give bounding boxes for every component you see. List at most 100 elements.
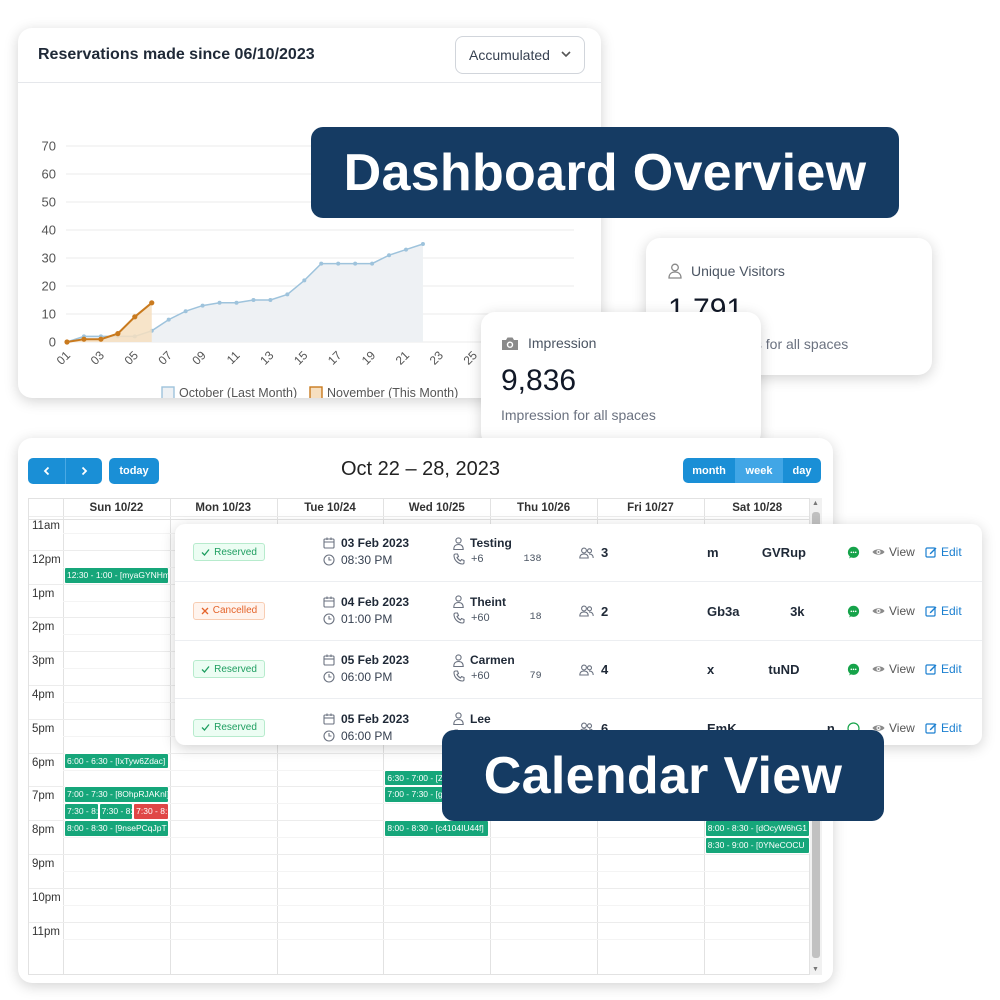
status-text: Reserved <box>214 722 257 733</box>
edit-label: Edit <box>941 603 962 618</box>
hour-label: 7pm <box>32 790 55 803</box>
x-tick-label: 21 <box>393 348 413 368</box>
day-header[interactable]: Wed 10/25 <box>408 502 465 514</box>
edit-button[interactable]: Edit <box>925 662 962 676</box>
data-point <box>404 247 408 252</box>
view-button[interactable]: View <box>872 662 915 676</box>
day-header[interactable]: Thu 10/26 <box>517 502 571 514</box>
check-icon <box>201 724 210 731</box>
view-button[interactable]: View <box>872 721 915 735</box>
clock-icon <box>323 729 335 742</box>
chat-icon[interactable] <box>847 605 860 618</box>
next-week-button[interactable] <box>66 458 102 484</box>
week-view-button[interactable]: week <box>735 458 783 483</box>
calendar-view-banner: Calendar View <box>442 730 884 821</box>
series-area <box>67 302 152 342</box>
hour-label: 2pm <box>32 621 55 634</box>
reservation-date: 04 Feb 2023 <box>323 595 409 609</box>
day-header[interactable]: Tue 10/24 <box>304 502 356 514</box>
scroll-down-arrow-icon[interactable]: ▼ <box>812 966 819 973</box>
day-header[interactable]: Sat 10/28 <box>732 502 783 514</box>
guest-name: Testing <box>453 536 512 550</box>
x-tick-label: 01 <box>54 348 74 368</box>
guest-name-text: Testing <box>470 536 512 550</box>
hour-line <box>29 516 809 517</box>
guests-icon <box>579 547 594 559</box>
date-text: 05 Feb 2023 <box>341 653 410 667</box>
legend-label[interactable]: October (Last Month) <box>179 386 297 398</box>
data-point <box>166 317 171 322</box>
accumulated-select[interactable]: Accumulated <box>455 36 585 74</box>
hour-label: 4pm <box>32 689 55 701</box>
prev-week-button[interactable] <box>28 458 66 484</box>
hour-label: 5pm <box>32 722 55 735</box>
eye-icon <box>872 724 885 731</box>
chevron-right-icon <box>81 466 88 476</box>
data-point <box>98 336 104 342</box>
accumulated-select-value: Accumulated <box>469 47 550 63</box>
today-button[interactable]: today <box>109 458 159 484</box>
clock-icon <box>323 612 335 625</box>
view-button[interactable]: View <box>872 604 915 618</box>
calendar-event[interactable]: 8:00 - 8:30 - [dOcyW6hG1 <box>704 820 810 838</box>
scroll-up-arrow-icon[interactable]: ▲ <box>812 500 819 507</box>
data-point <box>149 300 155 306</box>
data-point <box>251 298 256 302</box>
day-view-button[interactable]: day <box>783 458 821 483</box>
data-point <box>200 303 205 308</box>
reservation-date: 03 Feb 2023 <box>323 536 409 550</box>
user-icon <box>453 653 464 667</box>
half-hour-line <box>63 904 809 906</box>
guest-name: Theint <box>453 595 506 609</box>
calendar-event[interactable]: 7:30 - 8: <box>64 803 99 821</box>
calendar-event[interactable]: 8:00 - 8:30 - [9nsePCqJpT <box>64 820 169 838</box>
view-button[interactable]: View <box>872 545 915 559</box>
calendar-event[interactable]: 7:30 - 8: <box>133 803 169 821</box>
edit-button[interactable]: Edit <box>925 604 962 618</box>
impression-value: 9,836 <box>501 364 577 397</box>
chevron-left-icon <box>43 466 49 476</box>
calendar-icon <box>323 713 335 725</box>
calendar-event[interactable]: 7:30 - 8: <box>98 803 134 821</box>
chat-button[interactable] <box>847 546 860 564</box>
calendar-event[interactable]: 8:30 - 9:00 - [0YNeCOCU <box>704 837 810 854</box>
day-header[interactable]: Mon 10/23 <box>195 502 251 514</box>
status-text: Cancelled <box>212 605 258 616</box>
impression-subtext: Impression for all spaces <box>501 407 656 423</box>
data-point <box>234 300 239 305</box>
chat-icon[interactable] <box>847 663 860 676</box>
month-view-button[interactable]: month <box>683 458 735 483</box>
chat-icon[interactable] <box>847 546 860 559</box>
calendar-event[interactable]: 8:00 - 8:30 - [c4104IU44f] <box>384 820 490 838</box>
hour-label: 9pm <box>32 858 55 870</box>
reservation-code: m GVRup <box>707 545 806 560</box>
day-header[interactable]: Sun 10/22 <box>89 502 144 514</box>
legend-label[interactable]: November (This Month) <box>327 386 458 398</box>
time-text: 08:30 PM <box>341 553 393 567</box>
day-header[interactable]: Fri 10/27 <box>627 502 674 514</box>
calendar-event[interactable]: 12:30 - 1:00 - [myaGYNHm <box>64 566 169 584</box>
edit-icon <box>925 605 937 617</box>
eye-icon <box>872 607 885 614</box>
guest-count-text: 2 <box>601 603 609 619</box>
clock-icon <box>323 671 335 683</box>
status-badge: Reserved <box>193 660 265 678</box>
legend-swatch[interactable] <box>309 386 323 398</box>
data-point <box>420 242 425 246</box>
edit-button[interactable]: Edit <box>925 721 962 735</box>
hour-label: 11am <box>32 520 60 532</box>
guest-name-text: Theint <box>470 594 506 609</box>
legend-swatch[interactable] <box>161 386 175 398</box>
guest-count-text: 6 <box>601 720 609 736</box>
status-badge: Reserved <box>193 543 265 561</box>
calendar-event[interactable]: 7:00 - 7:30 - [8OhpRJAKnl] <box>64 786 169 804</box>
data-point <box>115 331 121 337</box>
edit-button[interactable]: Edit <box>925 545 962 559</box>
guests-icon <box>579 664 594 676</box>
guest-name: Carmen <box>453 653 515 667</box>
chat-button[interactable] <box>847 663 860 681</box>
series-line <box>66 302 153 343</box>
calendar-event[interactable]: 6:00 - 6:30 - [IxTyw6Zdac] <box>64 752 169 770</box>
half-hour-line <box>63 870 809 872</box>
chat-button[interactable] <box>847 605 860 623</box>
